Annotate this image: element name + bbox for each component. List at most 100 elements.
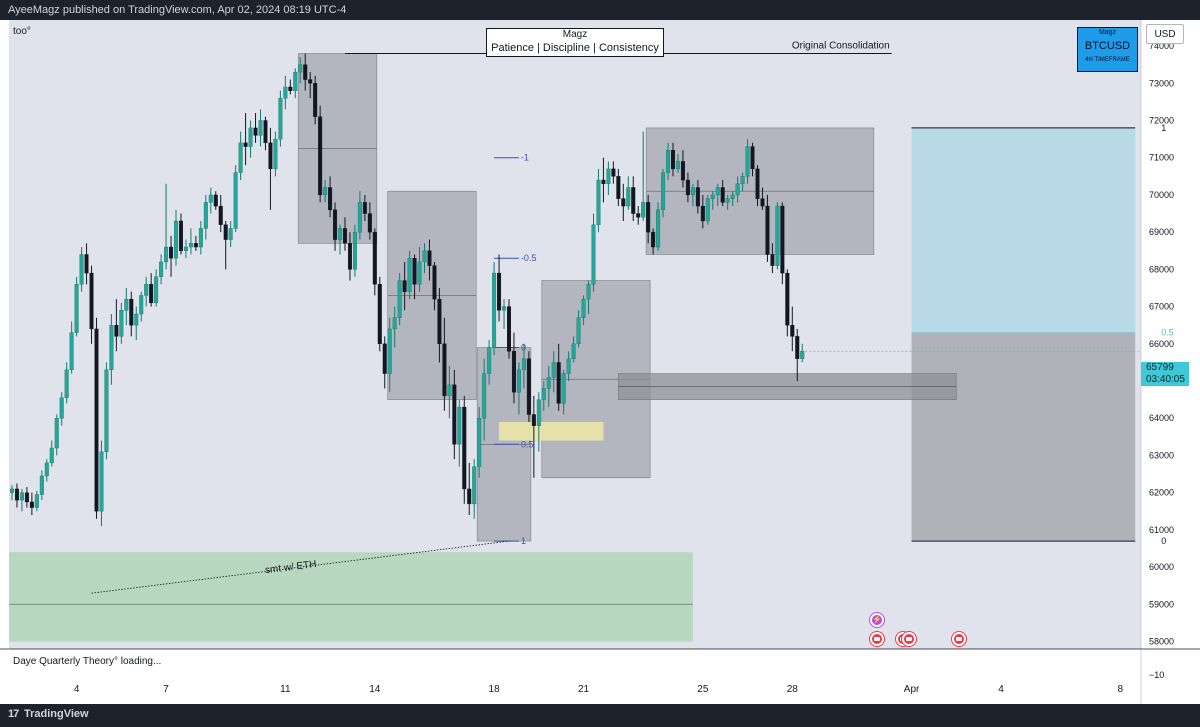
candle-body xyxy=(84,254,89,274)
candle-body xyxy=(149,284,154,304)
candle-body xyxy=(54,418,59,449)
publish-info: AyeeMagz published on TradingView.com, A… xyxy=(8,4,347,16)
candle-body xyxy=(243,142,248,147)
candle-body xyxy=(382,343,387,374)
candle-body xyxy=(139,295,144,315)
candle-body xyxy=(397,280,402,318)
time-tick-label: 18 xyxy=(489,684,501,695)
projection-level-label: 0 xyxy=(1161,536,1166,546)
publish-info-bar: AyeeMagz published on TradingView.com, A… xyxy=(0,0,1200,20)
candle-body xyxy=(780,205,785,274)
chart-canvas[interactable]: 10.50-1-0.500.51 Original Consolidations… xyxy=(0,20,1200,704)
candle-body xyxy=(482,373,487,419)
price-tick-label: 60000 xyxy=(1149,562,1174,572)
fib-level-label: 0.5 xyxy=(521,439,534,449)
candle-body xyxy=(74,284,79,333)
candle-body xyxy=(531,414,536,426)
candle-body xyxy=(387,328,392,374)
candle-body xyxy=(477,418,482,467)
candle-body xyxy=(546,377,551,389)
projection-level-label: 0.5 xyxy=(1161,328,1174,338)
price-tick-label: 74000 xyxy=(1149,41,1174,51)
candle-body xyxy=(750,146,755,170)
candle-body xyxy=(283,86,288,99)
symbol-box: Magz BTCUSD 4H TIMEFRAME xyxy=(1077,27,1138,72)
candle-body xyxy=(14,488,19,501)
currency-button[interactable]: USD xyxy=(1146,24,1184,44)
candle-body xyxy=(114,324,119,337)
candle-body xyxy=(472,466,477,505)
candle-body xyxy=(278,97,283,140)
price-axis: 74000 73000 72000 71000 70000 69000 68000 67000… xyxy=(1140,20,1174,704)
candle-body xyxy=(29,501,34,508)
last-price-badge: 65799 03:40:05 xyxy=(1141,362,1189,386)
indicator-label[interactable]: too° xyxy=(13,26,31,37)
candle-body xyxy=(536,399,541,426)
original-consolidation-label: Original Consolidation xyxy=(792,40,890,51)
candle-body xyxy=(129,298,134,326)
time-tick-label: 11 xyxy=(280,684,291,695)
candle-body xyxy=(323,187,328,196)
candle-body xyxy=(34,494,39,508)
candle-body xyxy=(298,64,303,73)
candle-body xyxy=(293,71,298,91)
candle-body xyxy=(94,328,99,512)
candle-body xyxy=(561,373,566,404)
candle-body xyxy=(526,358,531,415)
candle-body xyxy=(24,492,29,503)
candle-body xyxy=(586,284,591,300)
candle-body xyxy=(208,194,213,203)
candle-body xyxy=(64,369,69,398)
candle-body xyxy=(541,388,546,400)
candle-body xyxy=(720,187,725,203)
us-flag-event-icon[interactable] xyxy=(902,632,916,646)
lightning-event-icon[interactable]: ⚡ xyxy=(870,613,884,627)
candle-body xyxy=(571,343,576,359)
candle-body xyxy=(432,265,437,300)
candle-body xyxy=(800,351,805,359)
candle-body xyxy=(566,358,571,374)
candle-body xyxy=(666,150,671,173)
candle-body xyxy=(581,298,586,318)
candle-body xyxy=(725,198,730,203)
candle-body xyxy=(576,317,581,345)
projection-level-label: 1 xyxy=(1161,123,1166,133)
candle-body xyxy=(700,205,705,222)
fib-level-label: 1 xyxy=(521,536,526,546)
candle-body xyxy=(487,347,492,374)
price-tick-label: 59000 xyxy=(1149,599,1174,609)
candle-body xyxy=(502,306,507,311)
time-tick-label: 4 xyxy=(74,684,80,695)
candle-body xyxy=(362,202,367,214)
candle-body xyxy=(308,79,313,84)
candle-body xyxy=(253,127,258,136)
price-tick-label: 70000 xyxy=(1149,190,1174,200)
candle-body xyxy=(99,451,104,512)
candle-body xyxy=(218,205,223,225)
us-flag-event-icon[interactable] xyxy=(870,632,884,646)
candle-body xyxy=(511,351,516,393)
candle-body xyxy=(119,310,124,337)
candle-body xyxy=(258,120,263,136)
candle-body xyxy=(174,220,179,259)
price-tick-label: 67000 xyxy=(1149,302,1174,312)
smt-divergence-line xyxy=(91,540,510,594)
candle-body xyxy=(770,254,775,266)
us-flag-event-icon[interactable] xyxy=(952,632,966,646)
fib-level-label: -0.5 xyxy=(521,253,537,263)
candle-body xyxy=(288,86,293,91)
candle-body xyxy=(342,228,347,244)
candle-body xyxy=(497,272,502,311)
time-tick-label: 7 xyxy=(163,684,169,695)
candle-body xyxy=(422,250,427,263)
candle-body xyxy=(104,369,109,452)
symbol-author: Magz xyxy=(1098,29,1117,36)
candle-body xyxy=(178,220,183,251)
price-tick-label: 64000 xyxy=(1149,413,1174,423)
candle-body xyxy=(233,172,238,229)
candle-body xyxy=(616,176,621,199)
candle-body xyxy=(367,213,372,233)
candle-body xyxy=(188,243,193,248)
tradingview-logo[interactable]: 17 TradingView xyxy=(8,708,89,720)
symbol-name: BTCUSD xyxy=(1084,40,1131,52)
